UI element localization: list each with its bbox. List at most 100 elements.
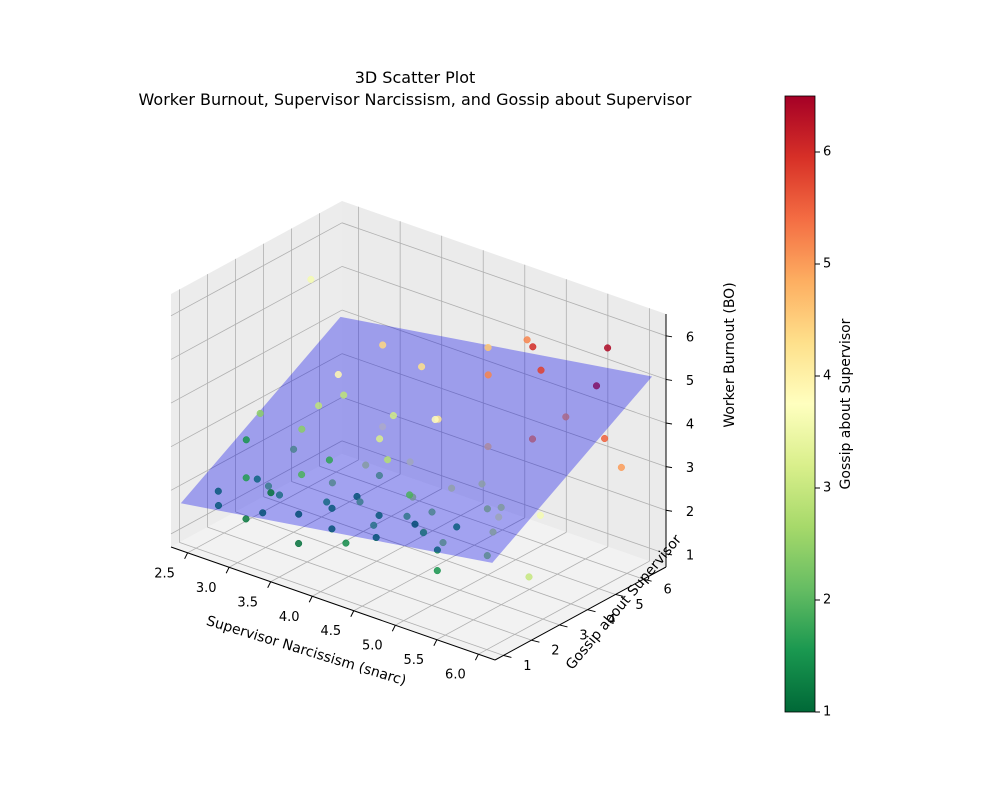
- scatter-point: [275, 491, 284, 499]
- scatter-point: [325, 456, 333, 464]
- scatter-point: [256, 409, 264, 417]
- tick-mark: [587, 609, 596, 613]
- tick-mark: [267, 581, 272, 588]
- scatter-point: [497, 503, 505, 511]
- tick-mark: [559, 624, 568, 628]
- scatter-point: [478, 480, 486, 488]
- scatter-points-behind-plane: [214, 382, 625, 581]
- scatter-point: [525, 573, 533, 581]
- tick-mark: [308, 596, 313, 603]
- colorbar-tick-label: 6: [823, 145, 831, 160]
- colorbar-tick-label: 2: [823, 593, 831, 608]
- scatter-point: [384, 456, 392, 464]
- gridline-x-floor: [395, 531, 567, 626]
- scatter-point: [601, 434, 609, 443]
- scatter-point: [617, 463, 625, 471]
- tick-mark: [474, 653, 479, 661]
- scatter-point: [307, 275, 315, 283]
- x-axis-line: [170, 546, 496, 661]
- scatter-point: [328, 525, 336, 533]
- gridline-y-floor: [319, 465, 644, 580]
- colorbar-tick-label: 5: [823, 257, 831, 272]
- tick-mark: [531, 639, 540, 643]
- x-tick-label: 5.5: [403, 653, 424, 668]
- x-tick-label: 4.0: [279, 610, 300, 625]
- scatter-point: [433, 567, 441, 575]
- gridline-y-floor: [179, 542, 504, 656]
- scatter-point: [379, 341, 387, 349]
- y-tick-label: 4: [607, 613, 615, 628]
- regression-plane: [180, 316, 653, 563]
- tick-mark: [665, 378, 673, 381]
- scatter-point: [353, 492, 361, 501]
- z-tick-label: 6: [686, 330, 694, 345]
- colorbar-label: Gossip about Supervisor: [838, 318, 854, 489]
- scatter-point: [334, 370, 342, 379]
- tick-mark: [665, 466, 673, 469]
- scatter-point: [298, 425, 306, 433]
- scatter-point: [528, 435, 537, 443]
- scatter-point: [604, 344, 612, 352]
- gridline-z-left: [170, 266, 343, 360]
- scatter-point: [242, 436, 250, 444]
- scatter-point: [592, 382, 601, 390]
- gridline-x-floor: [312, 502, 484, 597]
- scatter-point: [536, 511, 544, 519]
- left-pane: [171, 201, 342, 547]
- gridline-x-floor: [228, 473, 401, 568]
- x-tick-label: 3.5: [237, 595, 258, 610]
- scatter-point: [290, 445, 298, 453]
- x-tick-label: 6.0: [445, 668, 466, 683]
- tick-mark: [350, 610, 355, 617]
- gridline-x-floor: [270, 488, 442, 583]
- scatter-point: [298, 471, 306, 479]
- scatter-point: [439, 539, 447, 547]
- gridline-y-floor: [291, 481, 616, 595]
- z-tick-label: 2: [686, 505, 694, 520]
- chart-title-line2: Worker Burnout, Supervisor Narcissism, a…: [139, 90, 692, 109]
- scatter-point: [389, 412, 397, 420]
- scatter-point: [406, 491, 414, 499]
- scatter-point: [453, 523, 461, 531]
- axis-ticks: 2.5 3.0 3.5 4.0 4.5 5.0 5.5 6.0 1 2 3 4 5 6 1 2 3 4 5 6: [154, 330, 694, 682]
- gridline-z-left: [170, 309, 343, 404]
- scatter-point: [529, 343, 537, 351]
- gridline-z-left: [170, 353, 343, 448]
- x-tick-label: 3.0: [196, 581, 217, 596]
- tick-mark: [503, 654, 512, 658]
- scatter-point: [362, 461, 370, 469]
- gridline-x-floor: [187, 459, 359, 554]
- chart-title-line1: 3D Scatter Plot: [355, 68, 476, 87]
- scatter-point: [295, 510, 303, 518]
- colorbar-tick-label: 3: [823, 481, 831, 496]
- scatter-point: [259, 509, 267, 517]
- scatter-point: [428, 508, 436, 516]
- scatter-point: [342, 539, 350, 547]
- scatter-point: [376, 435, 384, 443]
- colorbar-tick-label: 1: [823, 705, 831, 720]
- scatter-point: [356, 498, 364, 506]
- y-tick-label: 3: [579, 628, 587, 643]
- y-tick-label: 1: [523, 659, 531, 674]
- scatter-point: [242, 515, 250, 523]
- gridline-y-floor: [263, 496, 588, 611]
- gridline-x-floor: [478, 560, 650, 655]
- gridline-y-floor: [207, 526, 532, 641]
- regression-plane-group: [180, 316, 653, 563]
- scatter-point: [495, 513, 503, 521]
- scatter-point: [315, 402, 323, 410]
- scatter-point: [403, 512, 411, 520]
- scatter-point: [418, 363, 426, 371]
- x-tick-label: 4.5: [320, 624, 341, 639]
- tick-mark: [665, 335, 673, 338]
- x-tick-label: 5.0: [362, 639, 383, 654]
- tick-mark: [433, 639, 438, 646]
- tick-mark: [665, 553, 673, 556]
- scatter-point: [523, 336, 531, 344]
- scatter-point: [431, 415, 439, 424]
- colorbar: [784, 95, 816, 713]
- z-tick-label: 1: [686, 548, 694, 563]
- gridline-z-back: [341, 353, 667, 468]
- z-tick-label: 3: [686, 461, 694, 476]
